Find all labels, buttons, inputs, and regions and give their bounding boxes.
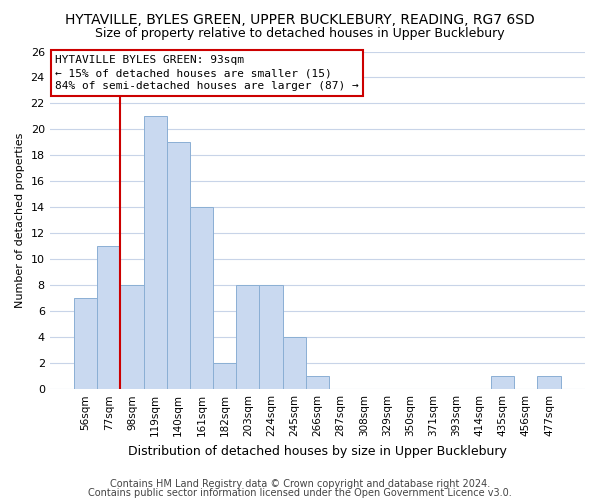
Bar: [167, 142, 190, 389]
Bar: [306, 376, 329, 389]
Bar: [236, 286, 259, 389]
Bar: [259, 286, 283, 389]
Text: Size of property relative to detached houses in Upper Bucklebury: Size of property relative to detached ho…: [95, 28, 505, 40]
Bar: [283, 337, 306, 389]
Bar: [74, 298, 97, 389]
Bar: [213, 363, 236, 389]
Bar: [121, 286, 143, 389]
Y-axis label: Number of detached properties: Number of detached properties: [15, 132, 25, 308]
Text: Contains public sector information licensed under the Open Government Licence v3: Contains public sector information licen…: [88, 488, 512, 498]
Bar: [97, 246, 121, 389]
Bar: [491, 376, 514, 389]
Bar: [538, 376, 560, 389]
Text: HYTAVILLE, BYLES GREEN, UPPER BUCKLEBURY, READING, RG7 6SD: HYTAVILLE, BYLES GREEN, UPPER BUCKLEBURY…: [65, 12, 535, 26]
Text: HYTAVILLE BYLES GREEN: 93sqm
← 15% of detached houses are smaller (15)
84% of se: HYTAVILLE BYLES GREEN: 93sqm ← 15% of de…: [55, 55, 359, 92]
Bar: [190, 208, 213, 389]
X-axis label: Distribution of detached houses by size in Upper Bucklebury: Distribution of detached houses by size …: [128, 444, 507, 458]
Bar: [143, 116, 167, 389]
Text: Contains HM Land Registry data © Crown copyright and database right 2024.: Contains HM Land Registry data © Crown c…: [110, 479, 490, 489]
